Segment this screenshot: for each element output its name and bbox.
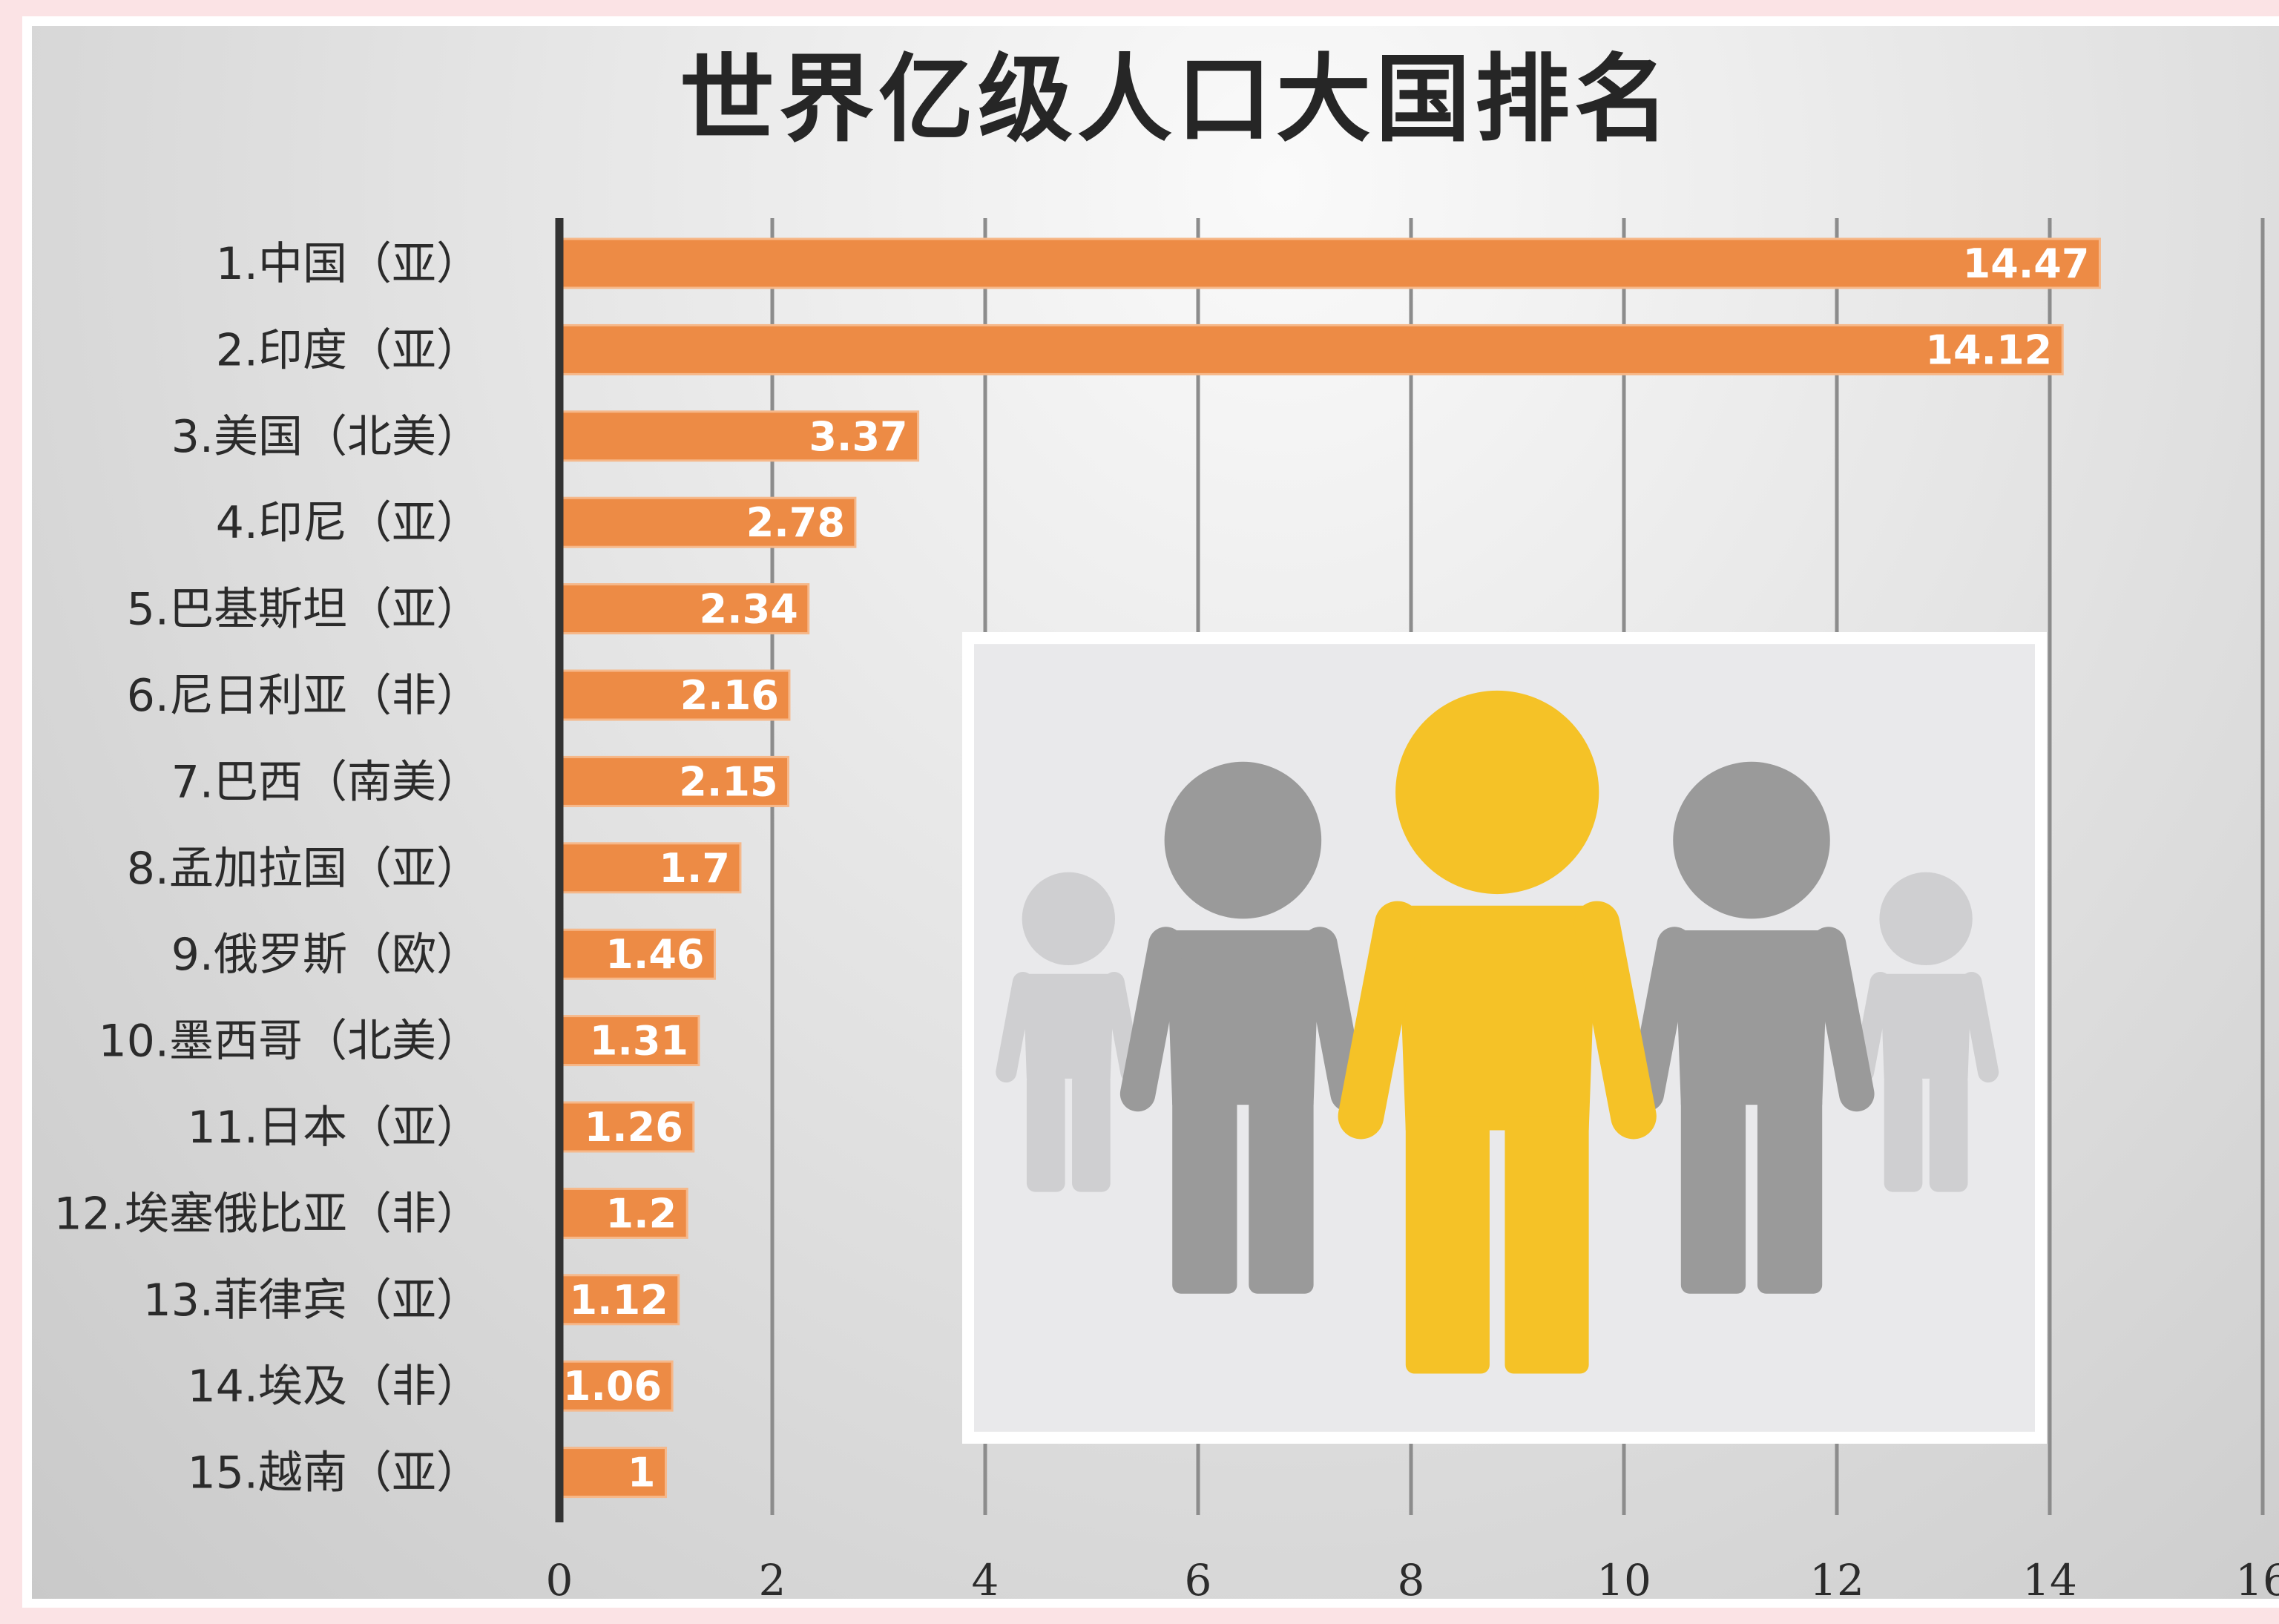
value-label: 1.06 [563,1363,662,1410]
right-arm [1573,901,1657,1140]
value-label: 2.15 [679,758,777,805]
left-leg [1884,1072,1923,1192]
left-arm [1628,927,1693,1112]
value-label: 1.2 [606,1190,677,1237]
bar [561,1274,680,1326]
category-label: 3.美国（北美） [171,411,481,463]
right-leg [1249,1094,1314,1294]
right-leg [1072,1072,1111,1192]
left-leg [1680,1094,1746,1294]
x-tick-label: 14 [2022,1555,2077,1605]
x-tick-label: 10 [1596,1555,1651,1605]
left-arm [1119,927,1184,1112]
torso [1165,930,1321,1105]
right-arm [1961,971,1999,1083]
value-label: 1.31 [590,1018,688,1065]
category-label: 14.埃及（非） [188,1361,481,1413]
category-label: 12.埃塞俄比亚（非） [54,1188,481,1240]
value-label: 14.12 [1925,326,2052,373]
value-label: 2.78 [746,499,845,546]
value-label: 1.7 [659,845,730,892]
torso [1022,973,1114,1079]
x-tick-label: 6 [1185,1555,1212,1605]
bar [561,1101,695,1153]
left-arm [1338,901,1421,1140]
x-tick-label: 16 [2235,1555,2279,1605]
value-label: 3.37 [809,413,907,460]
value-label: 14.47 [1963,240,2090,287]
category-label: 11.日本（亚） [188,1102,481,1154]
head [1022,872,1116,966]
torso [1880,973,1972,1079]
people-group-icon [974,644,2035,1432]
value-label: 2.34 [700,586,798,633]
highlighted-person [1338,690,1657,1374]
left-leg [1172,1094,1237,1294]
category-label: 5.巴基斯坦（亚） [127,584,481,636]
value-label: 1.26 [585,1104,683,1151]
category-label: 13.菲律宾（亚） [143,1275,481,1327]
bar [561,1447,667,1499]
left-arm [996,971,1034,1083]
category-label: 4.印尼（亚） [216,497,481,549]
left-leg [1026,1072,1065,1192]
x-tick-label: 0 [546,1555,573,1605]
right-leg [1504,1116,1589,1374]
torso [1674,930,1829,1105]
category-label: 10.墨西哥（北美） [99,1016,481,1068]
head [1673,761,1830,919]
category-label: 15.越南（亚） [188,1447,481,1499]
right-leg [1929,1072,1968,1192]
head [1164,761,1322,919]
value-label: 2.16 [680,672,779,719]
category-label: 6.尼日利亚（非） [127,670,481,722]
x-tick-label: 8 [1398,1555,1425,1605]
category-label: 8.孟加拉国（亚） [127,843,481,895]
value-label: 1.12 [569,1277,668,1324]
category-label: 9.俄罗斯（欧） [171,929,481,981]
category-label: 1.中国（亚） [216,238,481,290]
category-label: 2.印度（亚） [216,324,481,376]
bar [561,755,790,807]
bar [561,1187,688,1239]
chart-title: 世界亿级人口大国排名 [679,45,1674,155]
head [1879,872,1973,966]
x-tick-label: 4 [972,1555,999,1605]
bar [561,583,810,635]
head [1395,690,1599,895]
torso [1397,905,1597,1131]
bar [561,669,791,721]
left-leg [1405,1116,1490,1374]
bar [561,1360,674,1412]
right-arm [1302,927,1366,1112]
bar [561,496,857,548]
bar [561,1015,700,1067]
bar [561,323,2064,375]
bar [561,842,742,894]
people-illustration [962,632,2047,1444]
x-tick-label: 2 [759,1555,786,1605]
x-tick-label: 12 [1809,1555,1864,1605]
gray-person-right [1628,761,1875,1294]
gray-person-left [1119,761,1366,1294]
bar [561,237,2101,289]
right-leg [1757,1094,1823,1294]
category-label: 7.巴西（南美） [171,756,481,808]
right-arm [1810,927,1875,1112]
faded-person-right [1852,872,1999,1192]
value-label: 1.46 [605,931,704,978]
value-label: 1 [628,1450,656,1496]
